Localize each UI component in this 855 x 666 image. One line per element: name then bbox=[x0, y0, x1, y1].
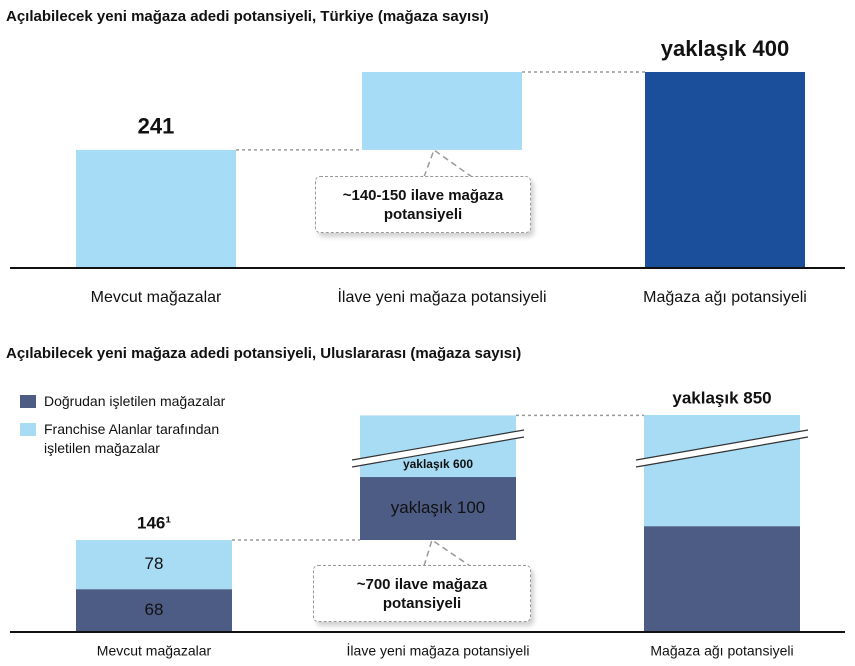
x-tick-label: İlave yeni mağaza potansiyeli bbox=[347, 642, 530, 659]
value-label: 78 bbox=[145, 554, 164, 573]
chart-title: Açılabilecek yeni mağaza adedi potansiye… bbox=[6, 345, 522, 362]
axis-break-edge bbox=[351, 436, 525, 468]
annotation: ~700 ilave mağaza potansiyeli bbox=[313, 565, 531, 622]
bar bbox=[76, 149, 236, 268]
bar bbox=[645, 72, 805, 268]
legend-item: Doğrudan işletilen mağazalar bbox=[20, 392, 300, 411]
chart-title: Açılabilecek yeni mağaza adedi potansiye… bbox=[6, 8, 489, 25]
x-tick-label: Mağaza ağı potansiyeli bbox=[650, 643, 793, 659]
value-label: yaklaşık 100 bbox=[391, 498, 486, 517]
value-label: 241 bbox=[138, 114, 175, 139]
total-label: 146¹ bbox=[137, 514, 171, 533]
bar-segment bbox=[76, 540, 232, 590]
legend-swatch bbox=[20, 423, 36, 436]
x-tick-label: Mevcut mağazalar bbox=[91, 289, 222, 306]
axis-break bbox=[636, 430, 808, 467]
legend-label: Doğrudan işletilen mağazalar bbox=[44, 393, 226, 409]
legend-label: Franchise Alanlar tarafından işletilen m… bbox=[44, 421, 220, 456]
bar-segment bbox=[76, 589, 232, 632]
x-tick-label: Mevcut mağazalar bbox=[97, 643, 212, 659]
bar-segment bbox=[644, 526, 800, 632]
axis-break-edge bbox=[635, 429, 809, 461]
axis-break-edge bbox=[351, 429, 525, 461]
value-label: 68 bbox=[145, 600, 164, 619]
axis-break bbox=[352, 430, 524, 467]
axis-break-edge bbox=[635, 436, 809, 468]
annotation: ~140-150 ilave mağaza potansiyeli bbox=[315, 176, 531, 233]
value-label: yaklaşık 400 bbox=[661, 36, 789, 61]
bar-segment bbox=[360, 477, 516, 541]
total-label: yaklaşık 850 bbox=[672, 388, 771, 407]
callout-pointer bbox=[423, 538, 471, 567]
legend-item: Franchise Alanlar tarafından işletilen m… bbox=[20, 420, 290, 458]
x-tick-label: Mağaza ağı potansiyeli bbox=[643, 289, 807, 306]
bar bbox=[362, 72, 522, 150]
legend-swatch bbox=[20, 395, 36, 408]
bar-segment bbox=[644, 415, 800, 527]
x-tick-label: İlave yeni mağaza potansiyeli bbox=[337, 287, 546, 306]
value-label: yaklaşık 600 bbox=[403, 457, 473, 471]
callout-pointer bbox=[423, 148, 473, 178]
